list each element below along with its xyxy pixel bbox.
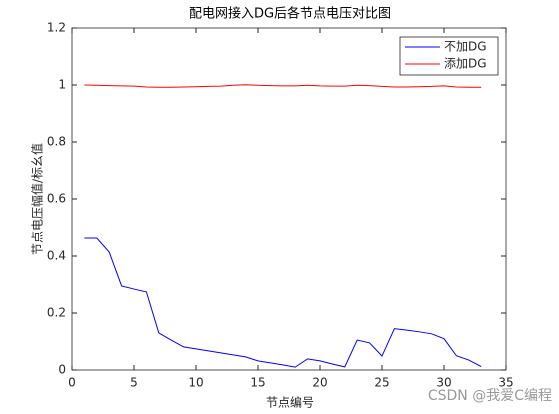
y-tick-label: 0.8 (47, 135, 66, 149)
legend-label: 不加DG (444, 40, 487, 54)
x-tick-label: 15 (250, 376, 265, 390)
series-line (84, 237, 482, 368)
y-tick-label: 0.4 (47, 249, 66, 263)
chart-title: 配电网接入DG后各节点电压对比图 (189, 6, 391, 22)
y-axis-label: 节点电压幅值/标幺值 (30, 143, 45, 255)
x-tick-label: 30 (436, 376, 451, 390)
y-tick-label: 0.6 (47, 192, 66, 206)
x-tick-label: 35 (498, 376, 513, 390)
x-tick-label: 5 (130, 376, 138, 390)
y-tick-label: 1 (58, 78, 66, 92)
x-tick-label: 10 (188, 376, 203, 390)
x-tick-label: 0 (68, 376, 76, 390)
y-tick-label: 0.2 (47, 306, 66, 320)
series-line (84, 84, 482, 88)
y-tick-label: 0 (58, 363, 66, 377)
legend-box (399, 36, 499, 76)
legend-label: 添加DG (444, 57, 487, 71)
watermark: CSDN @我爱C编程 (428, 388, 552, 404)
plot-area (71, 27, 507, 371)
x-axis-label: 节点编号 (266, 395, 314, 410)
x-tick-label: 25 (374, 376, 389, 390)
y-tick-label: 1.2 (47, 21, 66, 35)
x-tick-label: 20 (312, 376, 327, 390)
